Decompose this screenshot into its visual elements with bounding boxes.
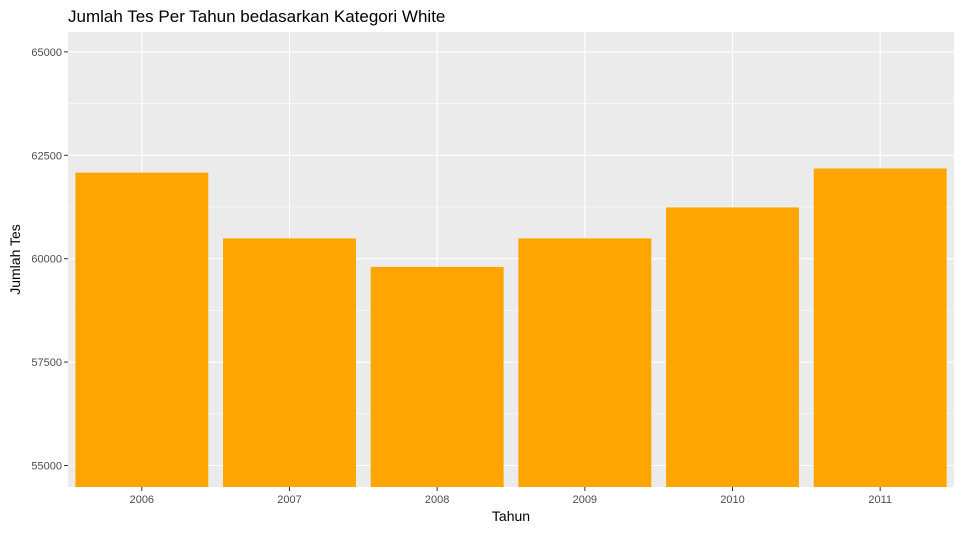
y-axis-title: Jumlah Tes — [7, 224, 23, 295]
x-tick-label: 2008 — [425, 494, 449, 506]
bar — [666, 207, 799, 487]
x-tick-label: 2010 — [720, 494, 744, 506]
chart-title: Jumlah Tes Per Tahun bedasarkan Kategori… — [68, 7, 445, 26]
bar — [223, 238, 356, 487]
x-tick-label: 2006 — [130, 494, 154, 506]
x-tick-label: 2009 — [573, 494, 597, 506]
y-tick-label: 57500 — [31, 357, 62, 369]
x-tick-label: 2011 — [868, 494, 892, 506]
bars — [75, 168, 947, 488]
x-axis-ticks: 2006 2007 2008 2009 2010 2011 — [130, 487, 892, 506]
y-tick-label: 65000 — [31, 47, 62, 59]
bar — [370, 266, 504, 487]
y-tick-label: 60000 — [31, 254, 62, 266]
plot-panel — [68, 32, 954, 487]
bar — [518, 238, 652, 487]
bar — [813, 168, 947, 487]
x-axis-title: Tahun — [492, 508, 530, 524]
x-tick-label: 2007 — [277, 494, 301, 506]
y-tick-label: 62500 — [31, 150, 62, 162]
grid-minor — [68, 103, 954, 415]
y-axis-ticks: 55000 57500 60000 62500 65000 — [31, 47, 68, 472]
bar — [75, 172, 209, 488]
y-tick-label: 55000 — [31, 460, 62, 472]
